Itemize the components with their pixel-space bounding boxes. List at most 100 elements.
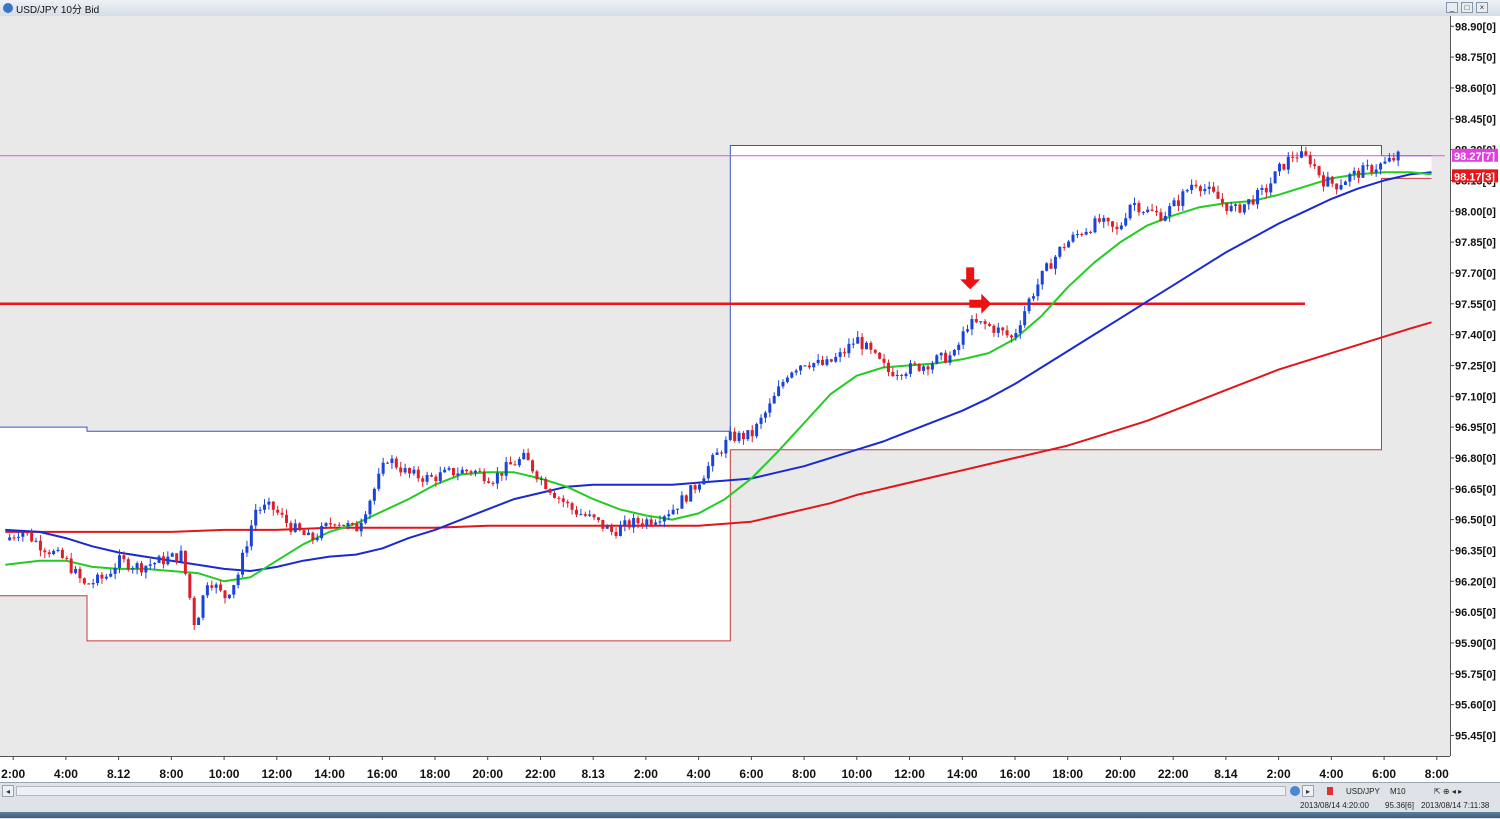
candle-bull <box>658 521 662 523</box>
candle-bear <box>394 458 398 468</box>
candle-bear <box>917 363 921 371</box>
candle-bear <box>1080 234 1084 236</box>
candle-bull <box>1071 234 1075 242</box>
candle-bull <box>790 372 794 378</box>
y-tick-label: 97.55[0] <box>1455 299 1496 311</box>
price-tag-label: 98.17[3] <box>1454 171 1495 183</box>
candle-bear <box>1330 176 1334 184</box>
candle-bull <box>746 430 750 440</box>
candle-bull <box>241 552 245 575</box>
candle-bull <box>662 516 666 522</box>
candle-bear <box>1111 221 1115 227</box>
candle-bear <box>561 498 565 502</box>
candle-bull <box>1036 284 1040 297</box>
candle-bull <box>904 373 908 377</box>
candle-bear <box>509 462 513 465</box>
candle-bull <box>715 452 719 455</box>
candle-bear <box>175 553 179 562</box>
candle-bear <box>1154 210 1158 213</box>
x-tick-label: 14:00 <box>314 767 345 781</box>
x-tick-label: 20:00 <box>472 767 503 781</box>
candle-bull <box>618 525 622 536</box>
minimize-button[interactable]: _ <box>1446 2 1458 13</box>
candle-bear <box>223 590 227 599</box>
candle-bull <box>711 454 715 467</box>
price-chart[interactable]: 98.90[0]98.75[0]98.60[0]98.45[0]98.30[0]… <box>0 16 1500 782</box>
y-tick-label: 96.50[0] <box>1455 515 1496 527</box>
x-tick-label: 2:00 <box>1267 767 1291 781</box>
y-tick-label: 95.90[0] <box>1455 638 1496 650</box>
candle-bear <box>276 509 280 513</box>
candle-bull <box>1133 203 1137 205</box>
candle-bull <box>438 472 442 482</box>
candle-bear <box>421 478 425 482</box>
candle-bull <box>1053 256 1057 269</box>
horizontal-scrollbar[interactable] <box>16 786 1286 796</box>
candle-bull <box>689 485 693 502</box>
candle-bull <box>263 504 267 510</box>
candle-bear <box>192 597 196 626</box>
candle-bull <box>460 469 464 474</box>
symbol-selector[interactable]: USD/JPY <box>1346 787 1380 796</box>
play-icon[interactable]: ▸ <box>1302 785 1314 797</box>
candle-bear <box>1238 204 1242 213</box>
close-button[interactable]: × <box>1476 2 1488 13</box>
candle-bear <box>843 352 847 354</box>
candle-bull <box>1093 218 1097 233</box>
candle-bull <box>1396 151 1400 161</box>
candle-bull <box>1242 204 1246 213</box>
candle-bull <box>91 583 95 585</box>
maximize-button[interactable]: □ <box>1461 2 1473 13</box>
candle-bull <box>447 468 451 470</box>
candle-bull <box>1027 298 1031 312</box>
x-tick-label: 20:00 <box>1105 767 1136 781</box>
candle-bear <box>87 583 91 585</box>
candle-bear <box>1176 200 1180 206</box>
candle-bull <box>1040 270 1044 285</box>
globe-icon[interactable] <box>1290 786 1300 796</box>
candle-bull <box>1084 231 1088 235</box>
candle-bear <box>491 482 495 484</box>
candle-bear <box>399 467 403 473</box>
candle-bear <box>1137 203 1141 213</box>
candle-bear <box>1295 157 1299 159</box>
status-clock: 2013/08/14 7:11:38 <box>1421 801 1490 810</box>
candle-bear <box>500 472 504 476</box>
candle-bear <box>1264 187 1268 193</box>
candle-bear <box>693 485 697 490</box>
x-axis-panel <box>0 756 1500 782</box>
candle-bear <box>271 501 275 510</box>
candle-bear <box>544 479 548 490</box>
candle-bull <box>170 553 174 557</box>
candle-bear <box>574 509 578 515</box>
candle-bear <box>900 374 904 377</box>
candle-bear <box>891 371 895 377</box>
candle-bull <box>922 366 926 371</box>
candle-bear <box>1370 165 1374 173</box>
candle-bull <box>315 538 319 541</box>
candle-bull <box>74 568 78 573</box>
candle-bull <box>816 359 820 364</box>
candle-bull <box>1102 217 1106 222</box>
candle-bear <box>1225 202 1229 212</box>
timeframe-selector[interactable]: M10 <box>1390 787 1406 796</box>
y-tick-label: 95.75[0] <box>1455 669 1496 681</box>
candle-bear <box>1194 184 1198 187</box>
candle-bull <box>671 509 675 515</box>
candle-bull <box>957 344 961 350</box>
x-tick-label: 16:00 <box>367 767 398 781</box>
symbol-color-icon <box>1327 787 1333 795</box>
candle-bear <box>548 489 552 493</box>
candle-bear <box>342 524 346 526</box>
candle-bull <box>118 555 122 568</box>
candle-bear <box>408 468 412 474</box>
candle-bull <box>324 523 328 527</box>
candle-bull <box>1190 184 1194 191</box>
candle-bull <box>1124 218 1128 226</box>
y-tick-label: 97.70[0] <box>1455 268 1496 280</box>
candle-bear <box>570 503 574 510</box>
chart-tools-icon[interactable]: ⇱ ⊕ ◂ ▸ <box>1434 787 1463 796</box>
price-tag-label: 98.27[7] <box>1454 151 1495 163</box>
scroll-left-button[interactable]: ◂ <box>2 785 14 797</box>
candle-bull <box>267 501 271 505</box>
